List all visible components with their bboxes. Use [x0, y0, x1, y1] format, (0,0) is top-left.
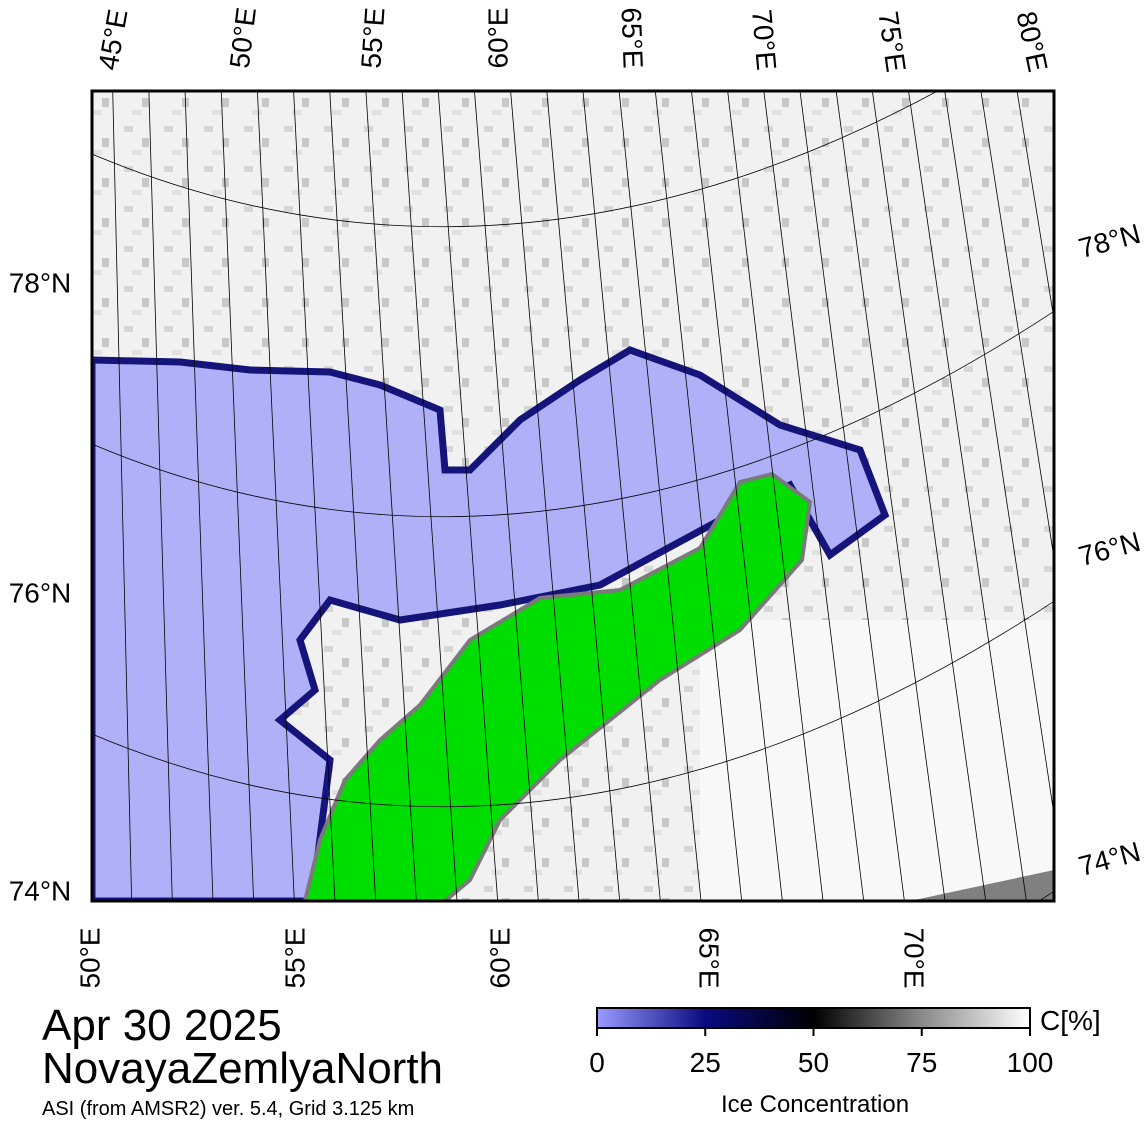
parallel: [92, 600, 1054, 808]
left-lat-label: 74°N: [9, 875, 72, 906]
colorbar-tick-label: 100: [1007, 1047, 1054, 1078]
meridian: [727, 91, 824, 901]
bottom-lon-label: 70°E: [899, 927, 930, 988]
colorbar: [596, 1007, 1031, 1029]
parallel: [92, 91, 939, 228]
meridian: [474, 91, 539, 901]
meridian: [329, 91, 377, 901]
date: Apr 30 2025: [42, 1001, 282, 1050]
colorbar-label: Ice Concentration: [721, 1091, 909, 1118]
left-lat-label: 76°N: [9, 577, 72, 608]
map-labels: 45°E 50°E 55°E 60°E 65°E 70°E 75°E 80°E 50°E 55°E…: [9, 6, 1144, 989]
meridian: [871, 91, 987, 901]
meridian: [510, 91, 580, 901]
meridian: [835, 91, 946, 901]
source: ASI (from AMSR2) ver. 5.4, Grid 3.125 km: [42, 1098, 414, 1120]
colorbar-tick-label: 75: [906, 1047, 937, 1078]
meridian: [40, 60, 51, 960]
bottom-lon-label: 60°E: [484, 927, 515, 988]
top-lon-label: 65°E: [616, 7, 649, 69]
meridian: [293, 91, 336, 901]
right-lat-label: 74°N: [1075, 836, 1143, 882]
meridian: [546, 91, 621, 901]
map-frame: [90, 89, 1056, 903]
bottom-lon-label: 50°E: [74, 927, 105, 988]
colorbar-tick-label: 25: [690, 1047, 721, 1078]
graticule: [40, 60, 1147, 960]
meridian: [148, 91, 173, 901]
island: [302, 471, 813, 901]
sea-ice-light: [700, 620, 1054, 901]
right-lat-label: 76°N: [1075, 526, 1143, 572]
meridian: [1052, 91, 1054, 99]
top-lon-label: 60°E: [482, 7, 513, 68]
meridian: [908, 91, 1027, 901]
region: NovayaZemlyaNorth: [42, 1044, 443, 1093]
left-lat-label: 78°N: [9, 267, 72, 298]
land-mask: [910, 870, 1054, 901]
meridian: [799, 91, 905, 901]
meridian: [437, 91, 499, 901]
meridian: [980, 91, 1054, 561]
bottom-lon-label: 65°E: [694, 927, 725, 988]
top-lon-label: 45°E: [92, 7, 133, 72]
meridian: [76, 60, 92, 960]
parallel: [92, 310, 1054, 518]
bottom-lon-label: 55°E: [279, 927, 310, 988]
top-lon-label: 70°E: [746, 8, 782, 72]
meridian: [184, 91, 214, 901]
meridian: [582, 91, 661, 901]
top-lon-label: 55°E: [355, 6, 390, 69]
meridian: [1084, 60, 1147, 960]
meridian: [691, 91, 783, 901]
top-lon-label: 50°E: [224, 6, 262, 70]
top-lon-label: 80°E: [1011, 8, 1054, 74]
meridian: [618, 91, 702, 901]
meridian: [365, 91, 417, 901]
meridian: [401, 91, 458, 901]
meridian: [654, 91, 743, 901]
open-water: [92, 346, 890, 901]
meridian: [257, 91, 295, 901]
meridian: [763, 91, 865, 901]
meridian: [112, 91, 133, 901]
map-area: [40, 60, 1147, 960]
meridian: [220, 91, 255, 901]
colorbar-tick-label: 50: [798, 1047, 829, 1078]
top-lon-label: 75°E: [872, 9, 911, 74]
colorbar-ticks: 0 25 50 75 100: [589, 1028, 1053, 1078]
right-lat-label: 78°N: [1075, 218, 1143, 264]
colorbar-unit: C[%]: [1040, 1005, 1101, 1036]
meridian: [1016, 91, 1054, 322]
colorbar-tick-label: 0: [589, 1047, 605, 1078]
